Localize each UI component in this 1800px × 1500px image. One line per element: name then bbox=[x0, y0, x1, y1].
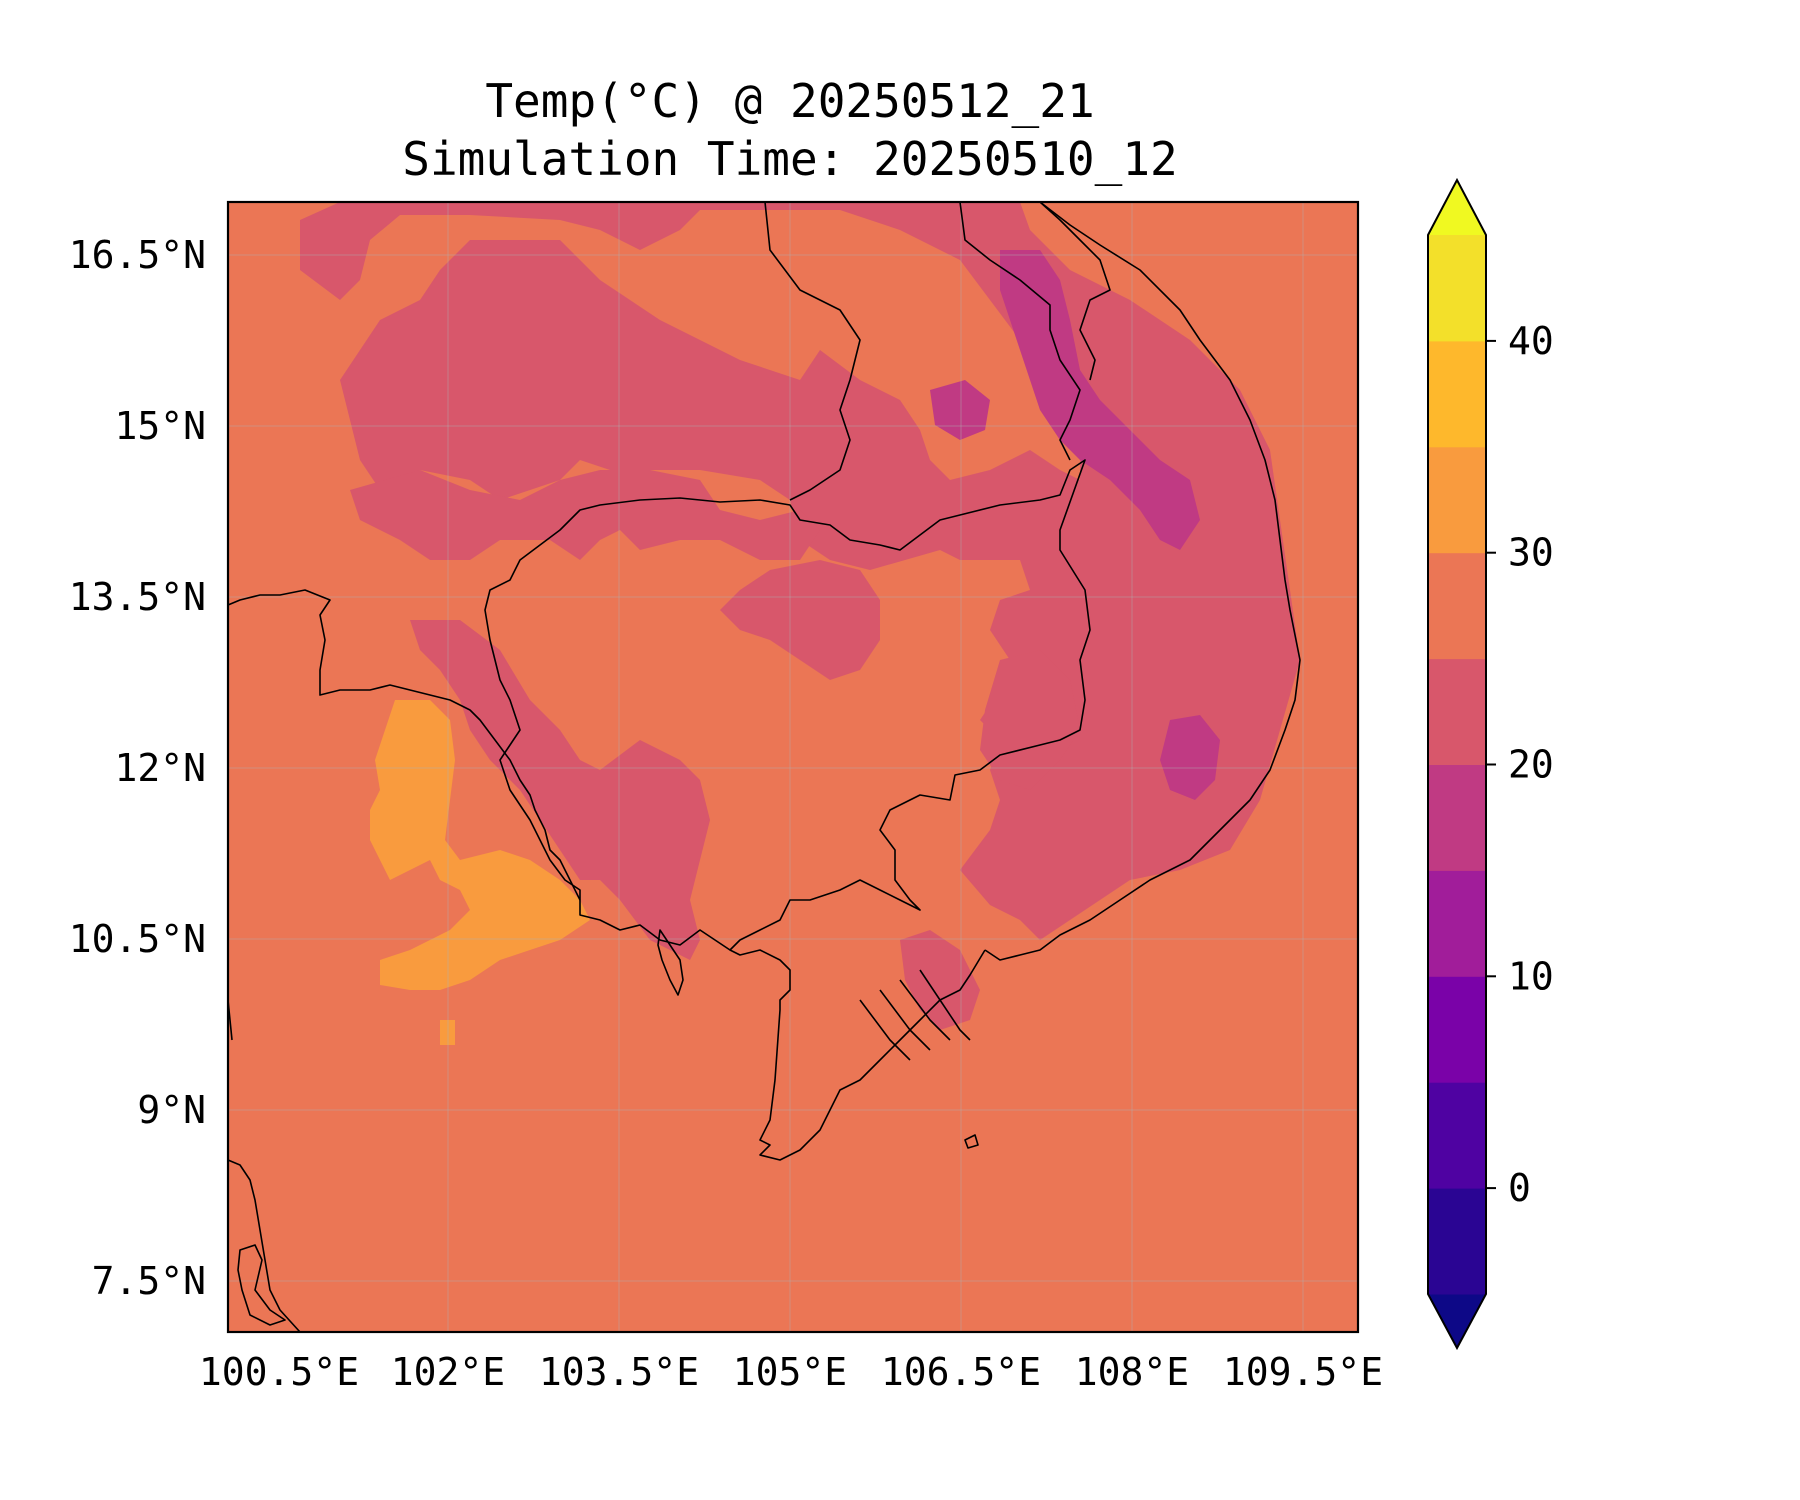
title-line-1: Temp(°C) @ 20250512_21 bbox=[485, 74, 1094, 128]
y-tick-label: 10.5°N bbox=[69, 917, 206, 961]
y-tick-label: 16.5°N bbox=[69, 233, 206, 277]
coastlines-and-borders bbox=[228, 202, 1301, 1332]
island-small-2 bbox=[964, 1134, 979, 1149]
map-frame bbox=[226, 200, 1360, 1334]
y-tick-label: 9°N bbox=[137, 1088, 206, 1132]
cool-region-central bbox=[720, 560, 880, 680]
y-tick-label: 12°N bbox=[114, 746, 206, 790]
x-tick-label: 109.5°E bbox=[1223, 1350, 1383, 1394]
coast-gulf-thailand bbox=[228, 589, 581, 901]
title-line-2: Simulation Time: 20250510_12 bbox=[402, 132, 1177, 186]
gridlines bbox=[228, 202, 1358, 1332]
colorbar-tick-label: 40 bbox=[1508, 319, 1554, 363]
x-tick-label: 106.5°E bbox=[881, 1350, 1041, 1394]
y-tick-label: 13.5°N bbox=[69, 575, 206, 619]
colorbar-extend-min bbox=[1428, 1294, 1486, 1348]
colorbar-level bbox=[1428, 340, 1486, 448]
colorbar: 40 30 20 10 0 bbox=[1427, 177, 1554, 1351]
colorbar-level bbox=[1428, 976, 1486, 1083]
colorbar-tick-label: 0 bbox=[1508, 1166, 1531, 1210]
island-phu-quoc bbox=[657, 929, 684, 996]
colorbar-level bbox=[1428, 764, 1486, 871]
border-laos-vietnam bbox=[764, 202, 1111, 501]
x-tick-label: 102°E bbox=[391, 1350, 505, 1394]
colorbar-extend-max bbox=[1428, 180, 1486, 235]
x-tick-label: 108°E bbox=[1075, 1350, 1189, 1394]
x-tick-label: 100.5°E bbox=[199, 1350, 359, 1394]
coast-mekong-delta bbox=[729, 949, 986, 1161]
x-axis-labels: 100.5°E 102°E 103.5°E 105°E 106.5°E 108°… bbox=[199, 1350, 1383, 1394]
colorbar-level bbox=[1428, 1082, 1486, 1189]
warm-region-small bbox=[440, 1020, 455, 1045]
colorbar-level bbox=[1428, 870, 1486, 977]
cold-region-plateau bbox=[930, 380, 990, 440]
cool-region-east-cambodia bbox=[980, 650, 1080, 790]
temperature-fill-regions bbox=[300, 202, 1300, 1045]
colorbar-tick-label: 20 bbox=[1508, 743, 1554, 787]
border-cambodia bbox=[484, 459, 1091, 951]
cool-region-mekong bbox=[900, 930, 980, 1030]
cool-region-west-cambodia bbox=[410, 620, 710, 960]
colorbar-tick-label: 30 bbox=[1508, 531, 1554, 575]
y-tick-label: 15°N bbox=[114, 404, 206, 448]
colorbar-level bbox=[1428, 658, 1486, 765]
colorbar-level bbox=[1428, 1188, 1486, 1295]
cold-region-south-highlands bbox=[1160, 715, 1220, 800]
colorbar-level bbox=[1428, 552, 1486, 660]
x-tick-label: 105°E bbox=[733, 1350, 847, 1394]
cool-region-north-strip bbox=[350, 470, 820, 560]
island-small-1 bbox=[237, 1244, 286, 1326]
y-tick-label: 7.5°N bbox=[92, 1259, 206, 1303]
colorbar-outline bbox=[1427, 177, 1487, 1351]
map-panel bbox=[226, 200, 1360, 1334]
colorbar-level bbox=[1428, 446, 1486, 554]
x-tick-label: 103.5°E bbox=[539, 1350, 699, 1394]
warm-region-gulf bbox=[370, 700, 590, 990]
colorbar-tick-label: 10 bbox=[1508, 954, 1554, 998]
coast-vietnam bbox=[984, 202, 1301, 961]
y-axis-labels: 16.5°N 15°N 13.5°N 12°N 10.5°N 9°N 7.5°N bbox=[69, 233, 206, 1303]
colorbar-level bbox=[1428, 235, 1486, 342]
coast-mekong-river-1 bbox=[859, 969, 971, 1061]
